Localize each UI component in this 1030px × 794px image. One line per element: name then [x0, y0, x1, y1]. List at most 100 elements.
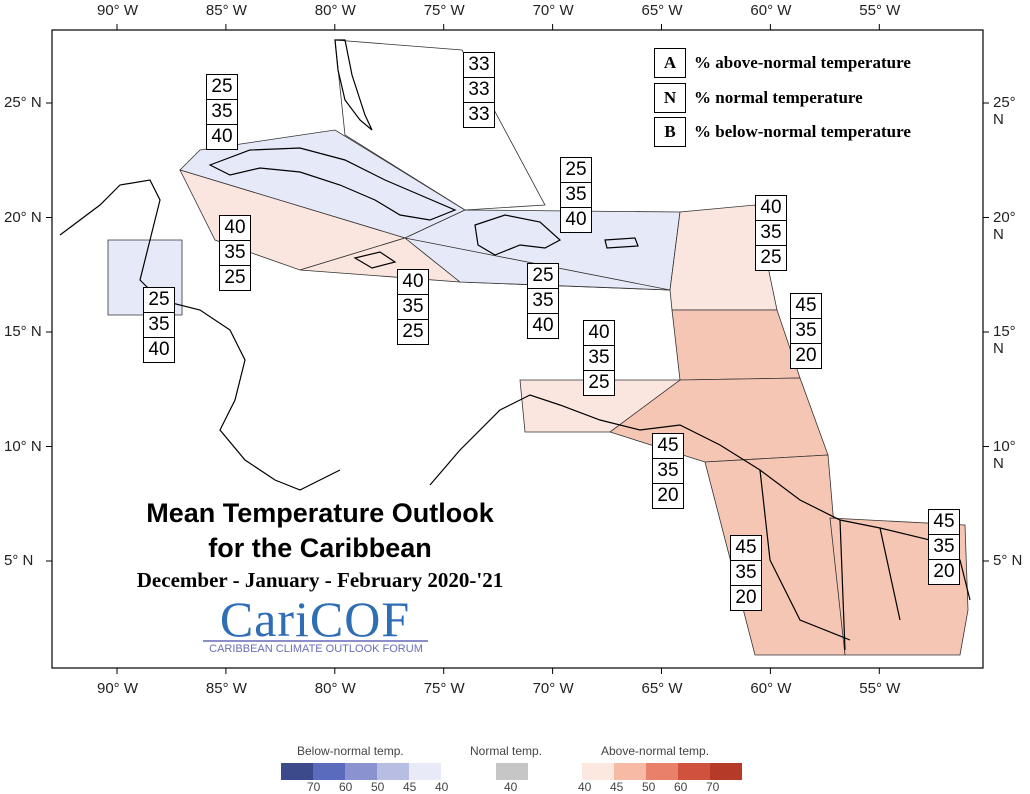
- lon-label: 65° W: [641, 680, 683, 697]
- lat-label: 20° N: [4, 208, 42, 226]
- below-pct: 40: [148, 339, 170, 360]
- below-pct: 33: [468, 104, 490, 125]
- above-pct: 33: [464, 53, 494, 78]
- above-pct: 25: [561, 158, 591, 183]
- key-a: A% above-normal temperature: [654, 48, 911, 78]
- title-line1: Mean Temperature Outlook: [146, 498, 494, 528]
- legend-tick: 45: [403, 780, 417, 794]
- legend-swatch: [582, 763, 614, 780]
- lat-label: 25° N: [993, 94, 1016, 128]
- key-b: B% below-normal temperature: [654, 117, 911, 147]
- below-pct: 20: [735, 587, 757, 608]
- above-pct: 40: [220, 216, 250, 241]
- below-pct: 40: [211, 126, 233, 147]
- puerto-rico-coast: [604, 237, 639, 249]
- lon-label: 85° W: [205, 680, 247, 697]
- title-line2: for the Caribbean: [208, 533, 432, 563]
- below-pct: 40: [532, 315, 554, 336]
- hispaniola-coast: [474, 214, 562, 256]
- florida-coast: [334, 39, 373, 131]
- legend-swatch: [646, 763, 678, 780]
- coastlines: [59, 39, 971, 651]
- probability-box: 40 35 25: [755, 195, 787, 271]
- below-pct: 20: [933, 561, 955, 582]
- normal-pct: 35: [791, 319, 821, 344]
- lat-label: 15° N: [4, 323, 42, 340]
- above-pct: 25: [207, 75, 237, 100]
- legend-tick: 50: [371, 780, 385, 794]
- below-pct: 20: [795, 345, 817, 366]
- legend-tick: 70: [307, 780, 321, 794]
- normal-pct: 35: [584, 346, 614, 371]
- legend-swatch: [496, 763, 528, 780]
- legend-swatch: [678, 763, 710, 780]
- above-pct: 45: [791, 294, 821, 319]
- lat-label: 5° N: [993, 552, 1023, 569]
- legend-tick: 40: [578, 780, 592, 794]
- below-pct: 20: [657, 485, 679, 506]
- legend-swatch: [377, 763, 409, 780]
- normal-pct: 35: [731, 561, 761, 586]
- legend-tick: 50: [642, 780, 656, 794]
- lon-label: 85° W: [205, 2, 247, 19]
- below-pct: 25: [402, 321, 424, 342]
- lat-label: 5° N: [4, 552, 34, 569]
- normal-pct: 35: [398, 295, 428, 320]
- legend-swatch: [281, 763, 313, 780]
- central-america-coast: [59, 179, 341, 491]
- region-8: [671, 309, 801, 381]
- lon-label: 90° W: [97, 680, 139, 697]
- normal-pct: 35: [528, 289, 558, 314]
- above-pct: 40: [584, 321, 614, 346]
- lat-label: 20° N: [993, 208, 1016, 243]
- legend-tick: 60: [339, 780, 353, 794]
- above-pct: 45: [653, 434, 683, 459]
- lon-label: 75° W: [423, 2, 465, 19]
- lon-label: 80° W: [314, 680, 356, 697]
- probability-box: 40 35 25: [583, 320, 615, 396]
- probability-box: 33 33 33: [463, 52, 495, 128]
- key-n: N% normal temperature: [654, 83, 863, 113]
- normal-pct: 35: [929, 535, 959, 560]
- above-pct: 45: [731, 536, 761, 561]
- above-pct: 25: [144, 288, 174, 313]
- below-pct: 25: [588, 372, 610, 393]
- map-frame: [51, 29, 984, 669]
- legend-swatch: [710, 763, 742, 780]
- above-pct: 40: [756, 196, 786, 221]
- probability-box: 25 35 40: [527, 263, 559, 339]
- normal-pct: 35: [207, 100, 237, 125]
- normal-pct: 33: [464, 78, 494, 103]
- lon-label: 90° W: [97, 2, 139, 19]
- lon-label: 55° W: [859, 680, 901, 697]
- lat-label: 25° N: [4, 94, 42, 111]
- lon-label: 60° W: [750, 2, 792, 19]
- lat-label: 15° N: [993, 323, 1016, 357]
- normal-pct: 35: [220, 241, 250, 266]
- legend-tick: 45: [610, 780, 624, 794]
- legend-swatch: [313, 763, 345, 780]
- legend-swatch: [345, 763, 377, 780]
- lat-label: 10° N: [993, 437, 1016, 472]
- normal-pct: 35: [144, 313, 174, 338]
- probability-box: 25 35 40: [143, 287, 175, 363]
- lat-label: 10° N: [4, 437, 42, 455]
- below-pct: 40: [565, 209, 587, 230]
- below-pct: 25: [224, 267, 246, 288]
- legend-tick: 60: [674, 780, 688, 794]
- legend-tick: 40: [435, 780, 449, 794]
- probability-box: 25 35 40: [560, 157, 592, 233]
- probability-box: 40 35 25: [219, 215, 251, 291]
- probability-box: 25 35 40: [206, 74, 238, 150]
- above-pct: 40: [398, 270, 428, 295]
- above-pct: 25: [528, 264, 558, 289]
- normal-pct: 35: [561, 183, 591, 208]
- lon-label: 60° W: [750, 680, 792, 697]
- probability-box: 45 35 20: [790, 293, 822, 369]
- lon-label: 70° W: [532, 680, 574, 697]
- lon-label: 75° W: [423, 680, 465, 697]
- region-11: [704, 454, 846, 656]
- probability-box: 45 35 20: [652, 433, 684, 509]
- lon-label: 80° W: [314, 2, 356, 19]
- legend-tick: 70: [706, 780, 720, 794]
